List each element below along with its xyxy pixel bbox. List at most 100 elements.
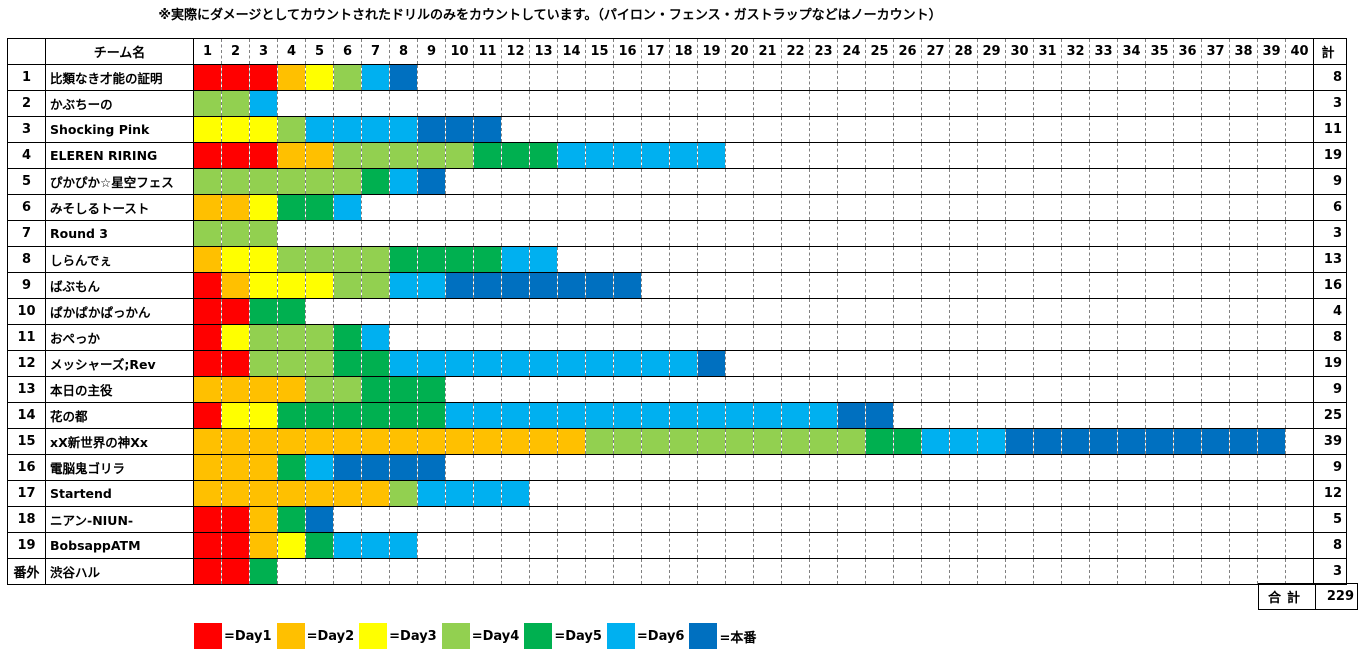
drill-cell — [697, 220, 726, 247]
drill-cell — [445, 402, 474, 429]
drill-cell — [333, 298, 362, 325]
drill-cell — [445, 142, 474, 169]
drill-cell — [613, 480, 642, 507]
drill-cell — [753, 376, 782, 403]
drill-cell — [361, 64, 390, 91]
legend-item-day4: =Day4 — [441, 623, 519, 649]
drill-cell — [1257, 480, 1286, 507]
table-row: 19 BobsappATM 8 — [7, 532, 1347, 559]
drill-cell — [389, 90, 418, 117]
drill-cell — [697, 558, 726, 585]
drill-cell — [221, 402, 250, 429]
drill-cell — [809, 168, 838, 195]
drill-cell — [893, 246, 922, 273]
drill-cell — [501, 168, 530, 195]
drill-cell — [669, 298, 698, 325]
drill-cell — [921, 454, 950, 481]
drill-cell — [1173, 532, 1202, 559]
table-row: 3 Shocking Pink 11 — [7, 116, 1347, 143]
drill-cell — [305, 142, 334, 169]
drill-cell — [361, 220, 390, 247]
drill-cell — [221, 142, 250, 169]
drill-cell — [949, 142, 978, 169]
drill-cell — [1089, 506, 1118, 533]
drill-cell — [1229, 194, 1258, 221]
drill-cell — [473, 64, 502, 91]
drill-cell — [1117, 558, 1146, 585]
legend-swatch — [359, 623, 388, 649]
drill-cell — [1173, 90, 1202, 117]
drill-cell — [473, 376, 502, 403]
drill-cell — [697, 376, 726, 403]
legend-swatch — [194, 623, 222, 649]
drill-cell — [725, 350, 754, 377]
header-col-40: 40 — [1285, 38, 1314, 65]
drill-cell — [361, 428, 390, 455]
drill-cell — [585, 402, 614, 429]
drill-cell — [221, 246, 250, 273]
drill-cell — [305, 324, 334, 351]
drill-cell — [249, 376, 278, 403]
drill-cell — [1005, 324, 1034, 351]
drill-cell — [501, 194, 530, 221]
drill-cell — [809, 246, 838, 273]
drill-cell — [1005, 376, 1034, 403]
header-col-11: 11 — [473, 38, 502, 65]
drill-cell — [277, 272, 306, 299]
drill-cell — [277, 480, 306, 507]
drill-cell — [1033, 116, 1062, 143]
drill-cell — [305, 350, 334, 377]
header-col-22: 22 — [781, 38, 810, 65]
drill-cell — [1061, 272, 1090, 299]
drill-cell — [921, 272, 950, 299]
drill-cell — [1061, 350, 1090, 377]
drill-cell — [921, 298, 950, 325]
drill-cell — [669, 90, 698, 117]
drill-cell — [417, 220, 446, 247]
drill-cell — [361, 168, 390, 195]
drill-cell — [305, 480, 334, 507]
drill-cell — [725, 454, 754, 481]
drill-cell — [977, 532, 1006, 559]
team-name: Shocking Pink — [45, 116, 194, 143]
legend-label: =本番 — [719, 630, 757, 646]
drill-cell — [1033, 532, 1062, 559]
row-total: 13 — [1313, 246, 1347, 273]
drill-cell — [1285, 480, 1314, 507]
drill-cell — [1145, 480, 1174, 507]
drill-cell — [781, 246, 810, 273]
drill-cell — [1229, 220, 1258, 247]
drill-cell — [445, 428, 474, 455]
drill-cell — [1117, 402, 1146, 429]
drill-cell — [417, 324, 446, 351]
drill-cell — [893, 116, 922, 143]
drill-cell — [249, 454, 278, 481]
drill-cell — [1257, 428, 1286, 455]
drill-cell — [809, 506, 838, 533]
drill-cell — [1173, 376, 1202, 403]
drill-cell — [781, 90, 810, 117]
drill-cell — [557, 116, 586, 143]
drill-cell — [221, 116, 250, 143]
drill-cell — [1089, 376, 1118, 403]
drill-cell — [1005, 428, 1034, 455]
drill-cell — [669, 142, 698, 169]
drill-cell — [781, 454, 810, 481]
team-name: かぶちーの — [45, 90, 194, 117]
drill-cell — [557, 298, 586, 325]
drill-cell — [193, 220, 222, 247]
drill-cell — [1089, 272, 1118, 299]
drill-cell — [641, 506, 670, 533]
drill-cell — [1257, 64, 1286, 91]
drill-cell — [417, 116, 446, 143]
drill-cell — [809, 220, 838, 247]
header-col-16: 16 — [613, 38, 642, 65]
drill-cell — [865, 532, 894, 559]
drill-cell — [613, 532, 642, 559]
drill-cell — [193, 64, 222, 91]
header-col-30: 30 — [1005, 38, 1034, 65]
drill-cell — [333, 532, 362, 559]
drill-cell — [613, 168, 642, 195]
drill-cell — [753, 532, 782, 559]
drill-cell — [529, 90, 558, 117]
